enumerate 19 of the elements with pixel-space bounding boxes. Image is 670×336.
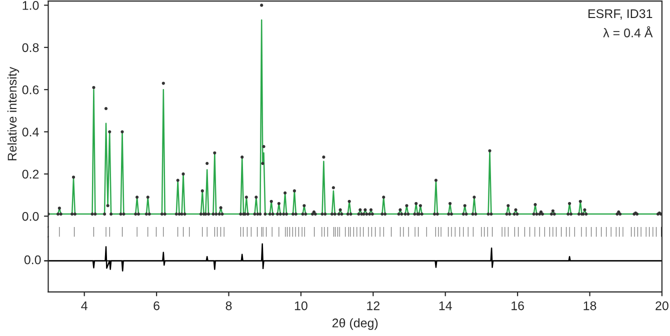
y-tick-label: 0.6: [22, 85, 39, 94]
y-tick-label: 0.0: [22, 212, 39, 221]
x-tick-label: 4: [81, 301, 88, 310]
x-tick-label: 20: [656, 301, 668, 310]
x-axis-title: 2θ (deg): [332, 318, 378, 330]
x-tick-label: 14: [439, 301, 452, 310]
x-tick-label: 6: [154, 301, 160, 310]
y-axis-title: Relative intensity: [7, 66, 20, 160]
y-tick-label: 0.4: [22, 128, 39, 136]
x-tick-label: 12: [367, 301, 380, 310]
annotation: ESRF, ID31: [588, 9, 652, 20]
y-tick-label: 0.2: [22, 170, 39, 179]
y-tick-label: 0.8: [22, 43, 39, 52]
y-tick-label: 1.0: [22, 1, 39, 10]
annotation: λ = 0.4 Å: [603, 26, 653, 38]
x-tick-label: 18: [584, 301, 596, 310]
x-tick-label: 8: [226, 301, 232, 310]
x-tick-label: 10: [294, 301, 308, 310]
x-tick-label: 16: [512, 301, 524, 310]
